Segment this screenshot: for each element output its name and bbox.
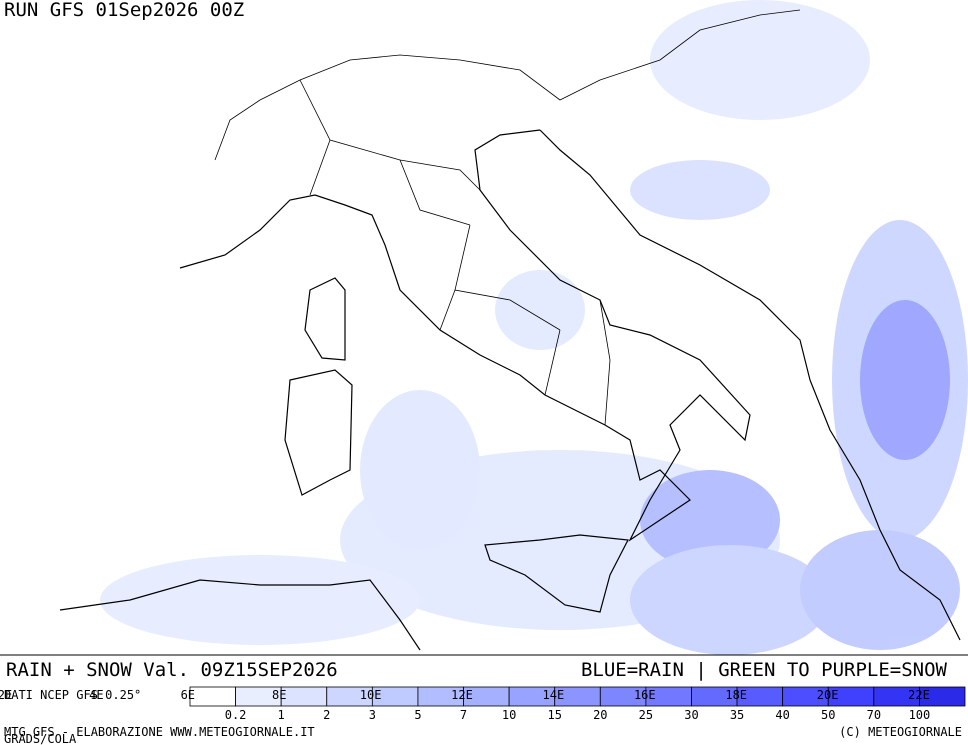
footer-right: (C) METEOGIORNALE bbox=[839, 725, 962, 739]
precipitation bbox=[100, 0, 968, 655]
legend-label: 5 bbox=[414, 708, 421, 722]
legend-label: 100 bbox=[909, 708, 931, 722]
longitude-label: 12E bbox=[451, 688, 473, 702]
legend-box bbox=[189, 686, 236, 707]
longitude-label: 8E bbox=[272, 688, 286, 702]
data-source: DATI NCEP GFS 0.25° bbox=[4, 688, 141, 702]
legend-label: 70 bbox=[867, 708, 881, 722]
longitude-label: 18E bbox=[725, 688, 747, 702]
title-right: BLUE=RAIN | GREEN TO PURPLE=SNOW bbox=[581, 659, 948, 681]
longitude-label: 22E bbox=[908, 688, 930, 702]
longitude-label: 4E bbox=[89, 688, 103, 702]
precip-area bbox=[360, 390, 480, 550]
legend-label: 20 bbox=[593, 708, 607, 722]
legend-box bbox=[919, 686, 966, 707]
precip-area bbox=[630, 545, 830, 655]
title-left: RAIN + SNOW Val. 09Z15SEP2026 bbox=[6, 659, 338, 681]
longitude-label: 16E bbox=[634, 688, 656, 702]
precip-area bbox=[860, 300, 950, 460]
regions bbox=[299, 79, 611, 426]
longitude-label: 6E bbox=[181, 688, 195, 702]
legend-label: 30 bbox=[684, 708, 698, 722]
legend-label: 7 bbox=[460, 708, 467, 722]
corsica bbox=[304, 277, 346, 361]
precip-area bbox=[800, 530, 960, 650]
balkan-coast bbox=[539, 129, 961, 641]
precip-area bbox=[630, 160, 770, 220]
alps-border bbox=[214, 9, 801, 161]
legend-label: 35 bbox=[730, 708, 744, 722]
africa-coast bbox=[59, 579, 421, 651]
legend-label: 40 bbox=[775, 708, 789, 722]
legend-label: 1 bbox=[278, 708, 285, 722]
precip-area bbox=[650, 0, 870, 120]
longitude-label: 14E bbox=[543, 688, 565, 702]
precip-area bbox=[640, 470, 780, 570]
legend-box bbox=[280, 686, 328, 707]
legend-label: 50 bbox=[821, 708, 835, 722]
coastlines bbox=[59, 9, 961, 651]
sicily bbox=[484, 534, 629, 613]
legend-label: 3 bbox=[369, 708, 376, 722]
legend-label: 15 bbox=[547, 708, 561, 722]
legend-label: 0.2 bbox=[225, 708, 247, 722]
precip-area bbox=[100, 555, 420, 645]
footer-left: MTG GFS - ELABORAZIONE WWW.METEOGIORNALE… bbox=[4, 725, 315, 739]
longitude-label: 10E bbox=[360, 688, 382, 702]
sardinia bbox=[284, 369, 353, 496]
longitude-label: 20E bbox=[817, 688, 839, 702]
precip-area bbox=[495, 270, 585, 350]
legend-label: 2 bbox=[323, 708, 330, 722]
longitude-label: 2E bbox=[0, 688, 12, 702]
footer-credit: GRADS/COLA bbox=[4, 732, 77, 745]
run-info: RUN GFS 01Sep2026 00Z bbox=[4, 0, 244, 21]
legend-label: 25 bbox=[639, 708, 653, 722]
legend-label: 10 bbox=[502, 708, 516, 722]
